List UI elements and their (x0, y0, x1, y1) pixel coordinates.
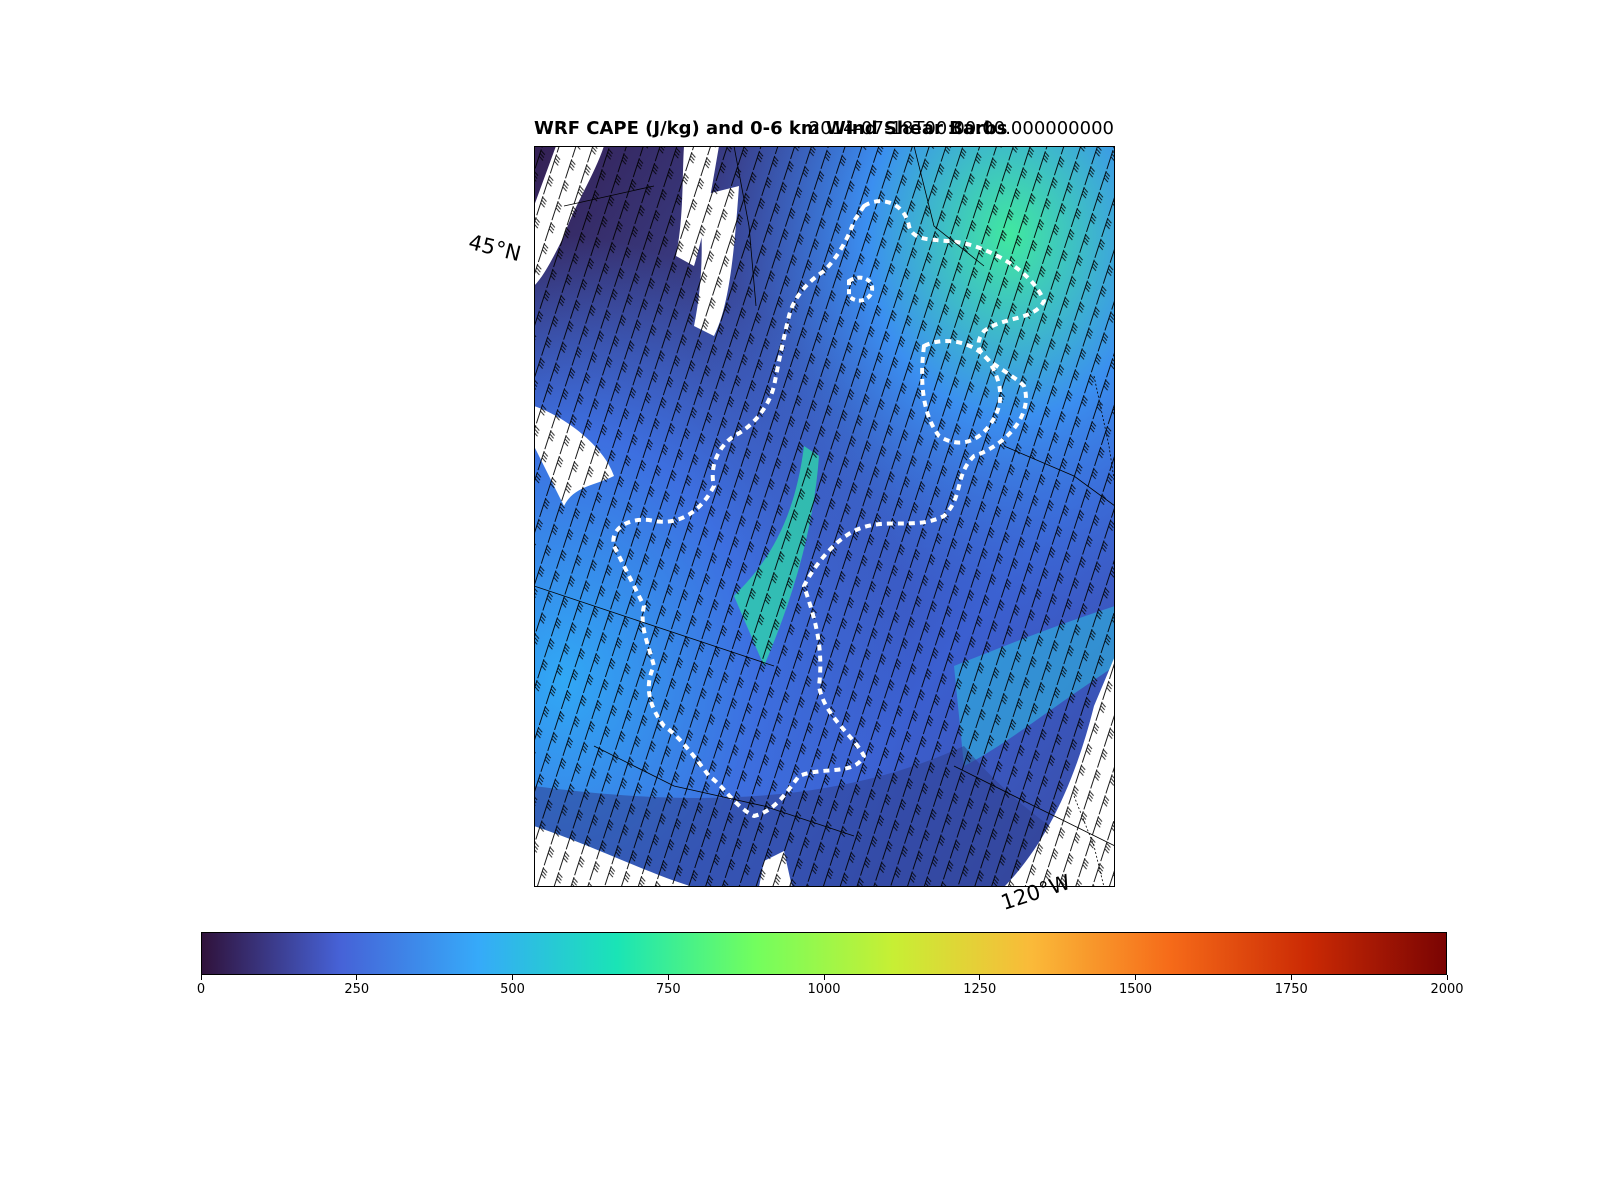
colorbar-tick-label: 750 (655, 982, 681, 997)
latitude-label: 45°N (466, 230, 524, 267)
colorbar-tick (356, 975, 358, 980)
colorbar-tick-label: 250 (344, 982, 370, 997)
plot-timestamp: 2014-07-18T00:00:00.000000000 (808, 118, 1114, 139)
cape-map (534, 146, 1115, 887)
colorbar (201, 932, 1447, 975)
colorbar-tick-label: 0 (196, 982, 206, 997)
colorbar-tick-label: 1500 (1118, 982, 1153, 997)
colorbar-tick-label: 1750 (1274, 982, 1308, 997)
colorbar-tick (512, 975, 513, 980)
cape-contour-main (611, 199, 1046, 818)
colorbar-tick (667, 975, 669, 980)
colorbar-tick-label: 2000 (1430, 982, 1464, 997)
colorbar-tick (1135, 975, 1136, 980)
colorbar-tick-label: 1250 (963, 982, 997, 997)
plot-title: WRF CAPE (J/kg) and 0-6 km Wind Shear Ba… (534, 118, 1008, 139)
border-dotted (1073, 375, 1115, 887)
wind-shear-barbs (534, 146, 1115, 887)
map-border (534, 146, 1115, 887)
cape-contour-small-loop (847, 275, 875, 303)
colorbar-tick (823, 975, 825, 980)
colorbar-tick (979, 975, 981, 980)
colorbar-tick-label: 1000 (807, 982, 841, 997)
colorbar-tick (1290, 975, 1292, 980)
colorbar-tick (200, 975, 202, 980)
colorbar-tick-label: 500 (500, 982, 525, 997)
state-boundaries (534, 146, 1115, 847)
colorbar-tick (1446, 975, 1448, 980)
